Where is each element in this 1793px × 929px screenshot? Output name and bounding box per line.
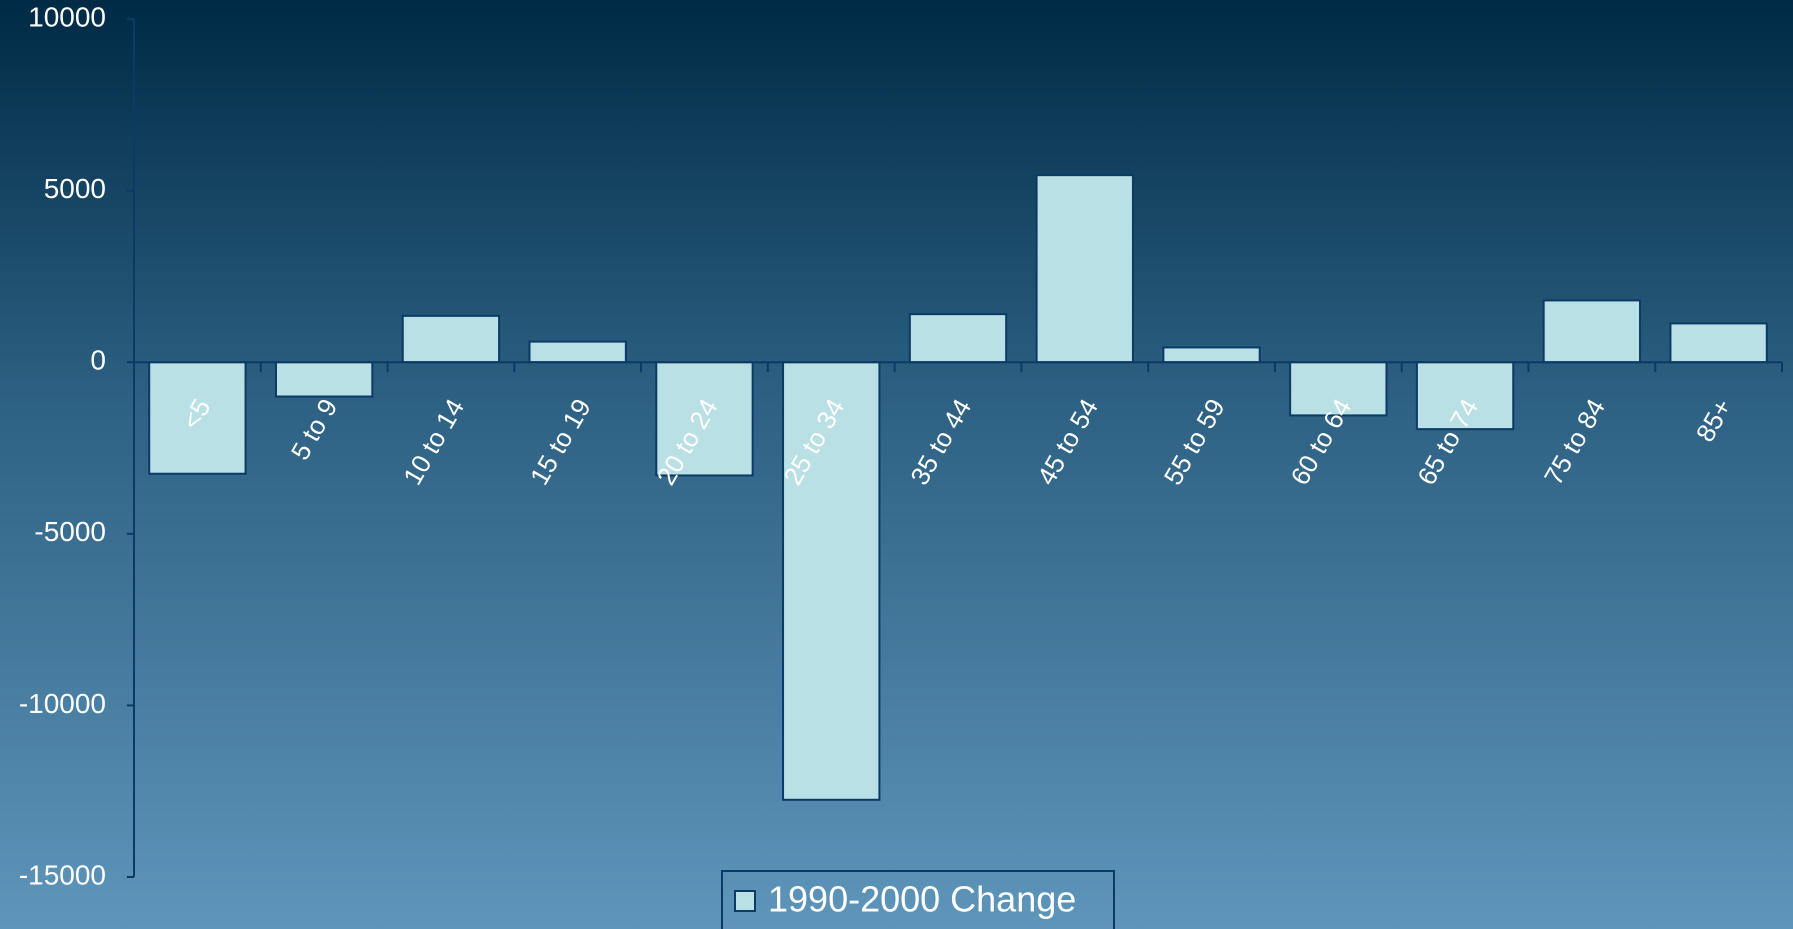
- y-tick-label: 10000: [28, 1, 106, 32]
- bar: [908, 313, 1008, 364]
- bar: [1035, 174, 1134, 364]
- legend-swatch: [734, 890, 756, 912]
- y-tick-label: 0: [90, 345, 106, 376]
- bar: [528, 340, 627, 364]
- y-tick-label: 5000: [44, 173, 106, 204]
- y-tick-label: -10000: [19, 688, 106, 719]
- bar: [148, 361, 247, 475]
- y-tick-label: -5000: [34, 516, 106, 547]
- y-tick-label: -15000: [19, 859, 106, 890]
- bar: [401, 314, 501, 364]
- bar: [1289, 361, 1388, 417]
- bar: [1415, 361, 1515, 431]
- legend-box: [721, 870, 1115, 929]
- bar: [655, 361, 754, 477]
- bar: [1669, 322, 1768, 364]
- bar: [1162, 346, 1261, 364]
- bar: [274, 361, 374, 398]
- bar: [1542, 299, 1642, 364]
- bar: [782, 361, 881, 801]
- legend-label: 1990-2000 Change: [768, 879, 1076, 920]
